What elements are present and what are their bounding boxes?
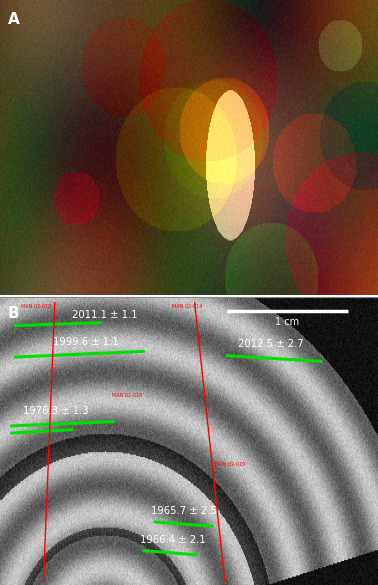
Text: MAN 02-019: MAN 02-019: [215, 462, 246, 467]
Text: 1999.6 ± 1.1: 1999.6 ± 1.1: [53, 337, 119, 347]
Text: A: A: [8, 12, 19, 27]
Text: MAN 02-012: MAN 02-012: [21, 304, 51, 309]
Text: MAN 02-014: MAN 02-014: [172, 304, 202, 309]
Text: 2011.1 ± 1.1: 2011.1 ± 1.1: [72, 310, 138, 320]
Text: 1965.7 ± 2.5: 1965.7 ± 2.5: [151, 506, 217, 516]
Text: 1 cm: 1 cm: [275, 317, 299, 327]
Text: 2012.5 ± 2.7: 2012.5 ± 2.7: [238, 339, 304, 349]
Text: 1966.4 ± 2.1: 1966.4 ± 2.1: [140, 535, 206, 545]
Text: MAN 02-016: MAN 02-016: [112, 393, 142, 398]
Text: B: B: [8, 305, 19, 321]
Text: 1976.3 ± 1.3: 1976.3 ± 1.3: [23, 406, 88, 416]
